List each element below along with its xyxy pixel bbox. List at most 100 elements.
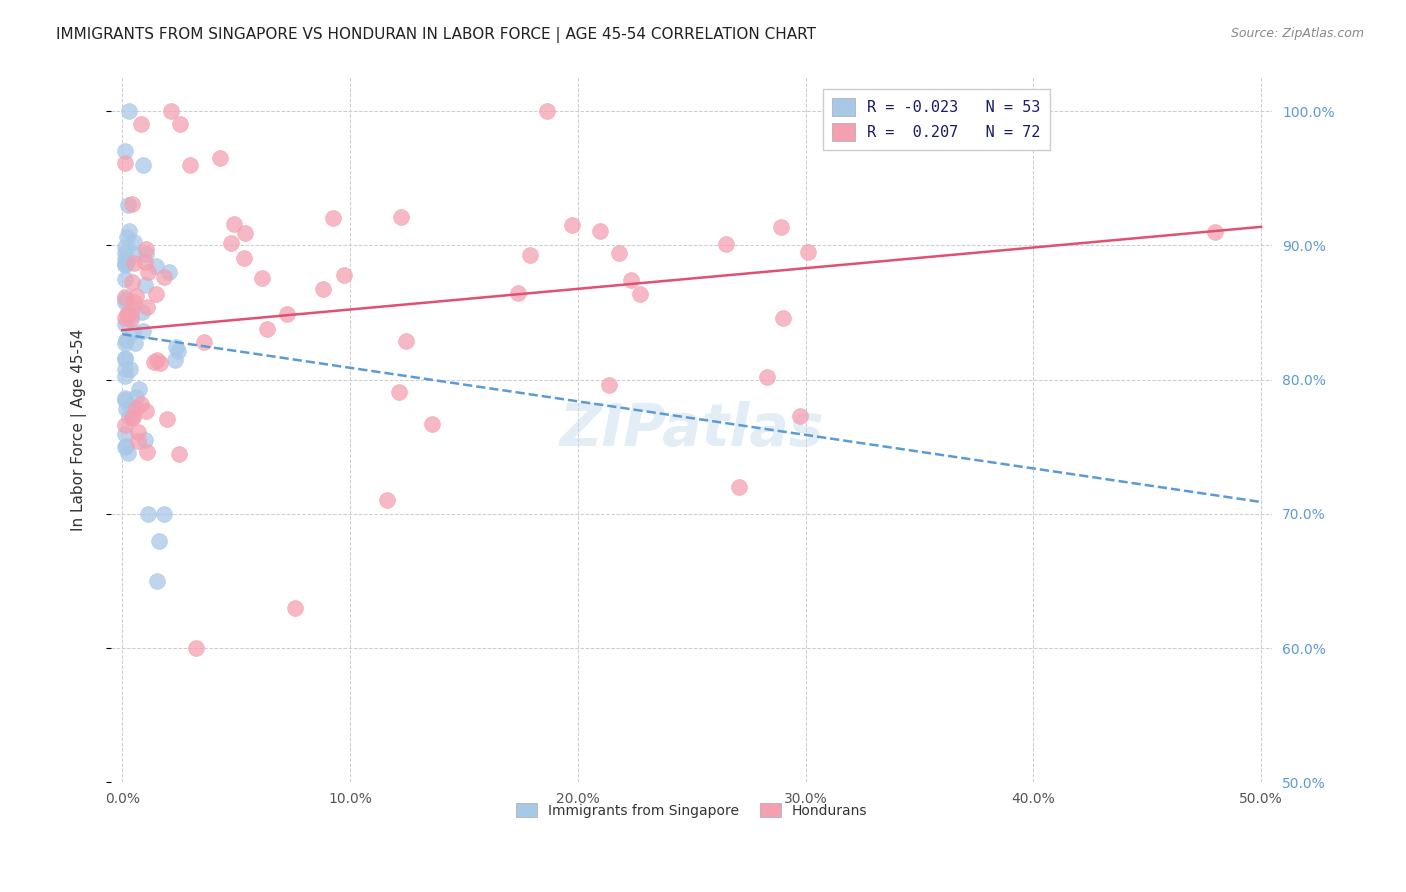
Point xyxy=(114,391,136,405)
Point xyxy=(114,145,136,159)
Point xyxy=(714,237,737,252)
Point xyxy=(132,158,155,172)
Point xyxy=(322,211,344,225)
Point xyxy=(589,224,612,238)
Point xyxy=(233,226,256,240)
Point xyxy=(124,247,146,261)
Point xyxy=(148,533,170,548)
Point xyxy=(128,383,150,397)
Point xyxy=(506,286,529,301)
Point xyxy=(114,418,136,433)
Point xyxy=(121,411,143,425)
Text: ZIPatlas: ZIPatlas xyxy=(560,401,824,458)
Point xyxy=(114,290,136,304)
Point xyxy=(114,240,136,254)
Point xyxy=(152,269,174,284)
Point xyxy=(117,308,139,322)
Y-axis label: In Labor Force | Age 45-54: In Labor Force | Age 45-54 xyxy=(72,329,87,531)
Point xyxy=(114,256,136,270)
Point xyxy=(117,446,139,460)
Point xyxy=(115,439,138,453)
Point xyxy=(114,258,136,272)
Point xyxy=(233,251,256,265)
Point xyxy=(114,369,136,384)
Point xyxy=(115,333,138,347)
Point xyxy=(797,245,820,260)
Point xyxy=(122,410,145,425)
Point xyxy=(184,641,207,656)
Point xyxy=(136,507,159,521)
Point xyxy=(118,224,141,238)
Point xyxy=(131,324,153,338)
Point xyxy=(560,218,582,232)
Point xyxy=(375,493,398,508)
Point xyxy=(135,403,157,417)
Point xyxy=(127,425,149,439)
Point xyxy=(121,275,143,289)
Point xyxy=(114,295,136,310)
Point xyxy=(388,384,411,399)
Point xyxy=(131,304,153,318)
Point xyxy=(114,292,136,306)
Point xyxy=(153,507,176,521)
Point xyxy=(145,259,167,273)
Point xyxy=(117,198,139,212)
Text: Source: ZipAtlas.com: Source: ZipAtlas.com xyxy=(1230,27,1364,40)
Point xyxy=(145,286,167,301)
Point xyxy=(114,252,136,266)
Point xyxy=(114,351,136,365)
Point xyxy=(165,353,187,368)
Point xyxy=(209,152,232,166)
Point xyxy=(311,282,333,296)
Point xyxy=(114,335,136,350)
Point xyxy=(114,427,136,442)
Point xyxy=(114,318,136,332)
Point xyxy=(129,397,152,411)
Point xyxy=(221,236,243,251)
Point xyxy=(114,440,136,454)
Point xyxy=(115,402,138,417)
Point xyxy=(256,321,278,335)
Point xyxy=(114,272,136,286)
Point xyxy=(769,219,792,234)
Point xyxy=(389,210,412,224)
Point xyxy=(115,254,138,268)
Point xyxy=(420,417,443,431)
Point xyxy=(120,400,142,414)
Point xyxy=(114,392,136,407)
Point xyxy=(789,409,811,423)
Point xyxy=(157,264,180,278)
Point xyxy=(134,278,156,293)
Point xyxy=(1204,225,1226,239)
Point xyxy=(160,103,183,118)
Point xyxy=(121,301,143,316)
Point xyxy=(169,117,191,131)
Point xyxy=(135,247,157,261)
Point xyxy=(114,310,136,325)
Point xyxy=(772,310,794,325)
Point xyxy=(179,158,201,172)
Point xyxy=(193,335,215,350)
Point xyxy=(125,401,148,415)
Point xyxy=(124,289,146,303)
Point xyxy=(114,156,136,170)
Point xyxy=(135,242,157,256)
Point xyxy=(117,103,139,118)
Point xyxy=(156,411,179,425)
Legend: Immigrants from Singapore, Hondurans: Immigrants from Singapore, Hondurans xyxy=(509,796,875,825)
Point xyxy=(395,334,418,348)
Point xyxy=(114,362,136,376)
Point xyxy=(276,307,298,321)
Point xyxy=(620,273,643,287)
Point xyxy=(145,352,167,367)
Point xyxy=(129,117,152,131)
Point xyxy=(117,409,139,424)
Point xyxy=(607,246,630,260)
Point xyxy=(120,312,142,326)
Point xyxy=(136,444,159,458)
Point xyxy=(122,256,145,270)
Point xyxy=(135,300,157,314)
Point xyxy=(167,447,190,461)
Point xyxy=(598,378,620,392)
Point xyxy=(127,434,149,448)
